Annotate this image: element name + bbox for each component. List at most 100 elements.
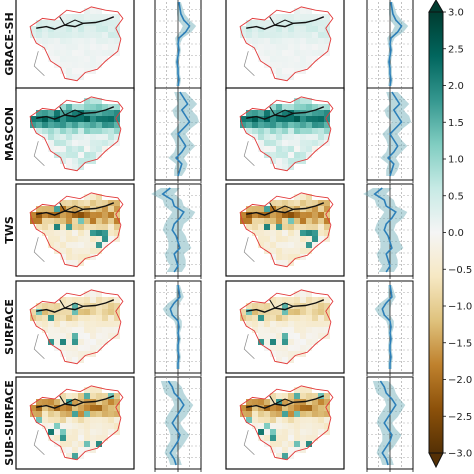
map-cell bbox=[84, 140, 90, 146]
basin-outline bbox=[29, 6, 124, 82]
map-cell bbox=[282, 128, 288, 134]
map-cell bbox=[114, 309, 120, 315]
map-cell bbox=[270, 44, 276, 50]
map-cell bbox=[318, 309, 324, 315]
map-cell bbox=[90, 224, 96, 230]
map-cell bbox=[288, 230, 294, 236]
map-cell bbox=[282, 116, 288, 122]
map-cell bbox=[312, 242, 318, 248]
map-cell bbox=[282, 74, 288, 80]
map-cell bbox=[282, 357, 288, 363]
map-cell bbox=[102, 321, 108, 327]
map-cell bbox=[264, 218, 270, 224]
map-cell bbox=[114, 411, 120, 417]
map-cell bbox=[66, 74, 72, 80]
map-cell bbox=[270, 200, 276, 206]
map-cell bbox=[312, 236, 318, 242]
map-cell bbox=[96, 321, 102, 327]
map-cell bbox=[276, 68, 282, 74]
map-cell bbox=[324, 417, 330, 423]
map-cell bbox=[282, 212, 288, 218]
map-cell bbox=[54, 110, 60, 116]
map-cell bbox=[312, 128, 318, 134]
map-cell bbox=[258, 339, 264, 345]
row-label: MASCON bbox=[3, 107, 16, 161]
map-cell bbox=[276, 146, 282, 152]
map-cell bbox=[300, 8, 306, 14]
map-cell bbox=[108, 405, 114, 411]
map-cell bbox=[36, 224, 42, 230]
profile-panel bbox=[363, 183, 414, 279]
map-cell bbox=[324, 50, 330, 56]
map-cell bbox=[108, 20, 114, 26]
map-cell bbox=[294, 339, 300, 345]
map-cell bbox=[102, 26, 108, 32]
map-cell bbox=[312, 339, 318, 345]
map-cell bbox=[30, 122, 36, 128]
river-line bbox=[246, 202, 325, 216]
map-cell bbox=[300, 104, 306, 110]
map-cell bbox=[252, 303, 258, 309]
country-border bbox=[33, 237, 45, 263]
map-cell bbox=[96, 140, 102, 146]
map-cell bbox=[312, 44, 318, 50]
map-cell bbox=[60, 200, 66, 206]
country-border bbox=[33, 51, 45, 77]
map-cell bbox=[90, 194, 96, 200]
map-cell bbox=[264, 50, 270, 56]
map-cell bbox=[270, 14, 276, 20]
map-cell bbox=[306, 345, 312, 351]
map-cell bbox=[84, 218, 90, 224]
map-cell bbox=[270, 122, 276, 128]
map-cell bbox=[264, 26, 270, 32]
map-cell bbox=[264, 242, 270, 248]
map-cell bbox=[96, 387, 102, 393]
map-cell bbox=[282, 200, 288, 206]
map-cell bbox=[246, 116, 252, 122]
map-cell bbox=[282, 417, 288, 423]
map-cell bbox=[102, 339, 108, 345]
map-cell bbox=[270, 254, 276, 260]
river-branch bbox=[59, 299, 84, 309]
map-cell bbox=[282, 345, 288, 351]
map-cell bbox=[276, 453, 282, 459]
map-cell bbox=[288, 56, 294, 62]
map-cell bbox=[30, 26, 36, 32]
map-cell bbox=[84, 116, 90, 122]
map-cell bbox=[60, 435, 66, 441]
map-cell bbox=[306, 218, 312, 224]
map-cell bbox=[66, 218, 72, 224]
map-cell bbox=[300, 423, 306, 429]
map-cell bbox=[300, 429, 306, 435]
map-cell bbox=[318, 303, 324, 309]
map-cell bbox=[54, 315, 60, 321]
basin-outline bbox=[239, 289, 334, 365]
river-line bbox=[246, 299, 325, 313]
map-cell bbox=[90, 116, 96, 122]
map-cell bbox=[36, 110, 42, 116]
map-cell bbox=[36, 32, 42, 38]
map-cell bbox=[282, 242, 288, 248]
map-cell bbox=[54, 56, 60, 62]
colorbar-tick-label: −3.0 bbox=[448, 449, 472, 460]
map-cell bbox=[258, 212, 264, 218]
map-cell bbox=[288, 435, 294, 441]
map-cell bbox=[264, 321, 270, 327]
map-cell bbox=[114, 200, 120, 206]
map-cell bbox=[84, 230, 90, 236]
map-cell bbox=[90, 345, 96, 351]
map-cell bbox=[306, 122, 312, 128]
map-cell bbox=[114, 128, 120, 134]
map-cell bbox=[60, 441, 66, 447]
map-cell bbox=[30, 405, 36, 411]
profile-mean-line bbox=[379, 380, 397, 466]
map-cell bbox=[102, 140, 108, 146]
map-cell bbox=[78, 38, 84, 44]
map-cell bbox=[252, 417, 258, 423]
map-cell bbox=[114, 321, 120, 327]
map-cell bbox=[306, 8, 312, 14]
map-cell bbox=[108, 399, 114, 405]
country-border bbox=[33, 430, 45, 456]
profile-mean-line bbox=[169, 284, 181, 369]
map-cell bbox=[42, 122, 48, 128]
